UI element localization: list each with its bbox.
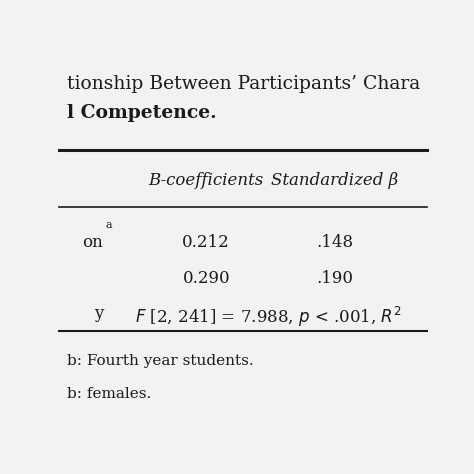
Text: 0.290: 0.290 bbox=[182, 270, 230, 287]
Text: tionship Between Participants’ Chara: tionship Between Participants’ Chara bbox=[66, 75, 420, 93]
Text: a: a bbox=[105, 220, 112, 230]
Text: B-coefficients: B-coefficients bbox=[148, 172, 264, 189]
Text: .190: .190 bbox=[316, 270, 353, 287]
Text: $\mathit{F}$ [2, 241] = 7.988, $\mathit{p}$ < .001, $\mathit{R}^2$: $\mathit{F}$ [2, 241] = 7.988, $\mathit{… bbox=[135, 305, 402, 329]
Text: 0.212: 0.212 bbox=[182, 234, 230, 251]
Text: .148: .148 bbox=[316, 234, 353, 251]
Text: b: Fourth year students.: b: Fourth year students. bbox=[66, 355, 253, 368]
Text: y: y bbox=[94, 305, 103, 322]
Text: on: on bbox=[82, 234, 103, 251]
Text: l Competence.: l Competence. bbox=[66, 104, 216, 122]
Text: Standardized β: Standardized β bbox=[271, 172, 398, 189]
Text: b: females.: b: females. bbox=[66, 387, 151, 401]
